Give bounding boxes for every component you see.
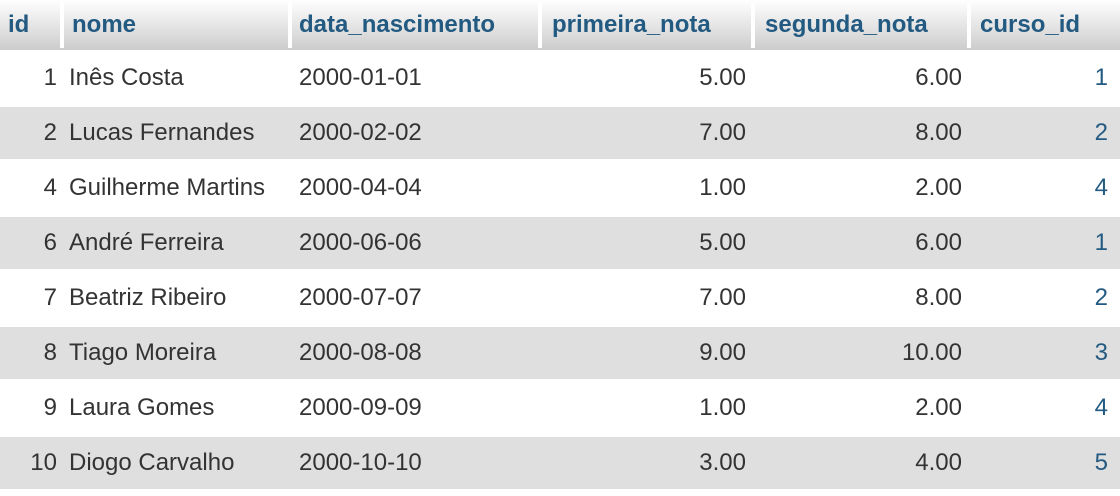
cell-segunda-nota: 2.00 [915,174,962,201]
cell-data-nascimento: 2000-01-01 [299,64,422,91]
cell-nome: André Ferreira [69,229,224,256]
cell-nome: Tiago Moreira [69,339,217,366]
cell-segunda-nota: 8.00 [915,119,962,146]
column-divider [60,2,64,48]
cell-nome: Beatriz Ribeiro [69,284,227,311]
curso-id-link[interactable]: 2 [1094,119,1108,146]
column-header-segunda-nota[interactable]: segunda_nota [765,11,928,38]
cell-id: 1 [43,64,57,91]
cell-data-nascimento: 2000-09-09 [299,394,422,421]
cell-primeira-nota: 5.00 [699,229,746,256]
cell-nome: Inês Costa [69,64,184,91]
cell-primeira-nota: 9.00 [699,339,746,366]
table-row: 10 Diogo Carvalho 2000-10-10 3.00 4.00 5 [0,437,1120,489]
cell-segunda-nota: 2.00 [915,394,962,421]
cell-primeira-nota: 5.00 [699,64,746,91]
cell-data-nascimento: 2000-02-02 [299,119,422,146]
table-row: 8 Tiago Moreira 2000-08-08 9.00 10.00 3 [0,327,1120,379]
column-header-nome[interactable]: nome [72,11,137,38]
cell-nome: Guilherme Martins [69,174,266,201]
column-header-primeira-nota[interactable]: primeira_nota [552,11,711,38]
table-row: 9 Laura Gomes 2000-09-09 1.00 2.00 4 [0,382,1120,434]
cell-id: 10 [30,449,57,476]
cell-nome: Laura Gomes [69,394,215,421]
column-header-data-nascimento[interactable]: data_nascimento [299,11,496,38]
column-header-curso-id[interactable]: curso_id [980,11,1081,38]
cell-id: 8 [43,339,57,366]
curso-id-link[interactable]: 1 [1094,64,1108,91]
cell-id: 7 [43,284,57,311]
cell-id: 4 [43,174,57,201]
column-divider [288,2,292,48]
cell-id: 9 [43,394,57,421]
cell-segunda-nota: 10.00 [901,339,962,366]
cell-data-nascimento: 2000-06-06 [299,229,422,256]
table-row: 7 Beatriz Ribeiro 2000-07-07 7.00 8.00 2 [0,272,1120,324]
cell-id: 6 [43,229,57,256]
curso-id-link[interactable]: 5 [1094,449,1108,476]
cell-data-nascimento: 2000-04-04 [299,174,422,201]
column-header-id[interactable]: id [8,11,30,38]
cell-segunda-nota: 4.00 [915,449,962,476]
table-row: 1 Inês Costa 2000-01-01 5.00 6.00 1 [0,52,1120,104]
cell-primeira-nota: 1.00 [699,394,746,421]
curso-id-link[interactable]: 3 [1094,339,1108,366]
cell-segunda-nota: 8.00 [915,284,962,311]
cell-primeira-nota: 3.00 [699,449,746,476]
cell-data-nascimento: 2000-10-10 [299,449,422,476]
table-row: 6 André Ferreira 2000-06-06 5.00 6.00 1 [0,217,1120,269]
cell-nome: Lucas Fernandes [69,119,255,146]
curso-id-link[interactable]: 4 [1094,174,1108,201]
cell-nome: Diogo Carvalho [69,449,235,476]
cell-primeira-nota: 7.00 [699,119,746,146]
curso-id-link[interactable]: 2 [1094,284,1108,311]
cell-data-nascimento: 2000-08-08 [299,339,422,366]
curso-id-link[interactable]: 4 [1094,394,1108,421]
cell-primeira-nota: 1.00 [699,174,746,201]
curso-id-link[interactable]: 1 [1094,229,1108,256]
cell-id: 2 [43,119,57,146]
cell-segunda-nota: 6.00 [915,64,962,91]
cell-primeira-nota: 7.00 [699,284,746,311]
cell-segunda-nota: 6.00 [915,229,962,256]
table-row: 4 Guilherme Martins 2000-04-04 1.00 2.00… [0,162,1120,214]
cell-data-nascimento: 2000-07-07 [299,284,422,311]
table-row: 2 Lucas Fernandes 2000-02-02 7.00 8.00 2 [0,107,1120,159]
column-divider [751,2,755,48]
table-header: id nome data_nascimento primeira_nota se… [0,0,1120,50]
column-divider [538,2,542,48]
column-divider [967,2,971,48]
